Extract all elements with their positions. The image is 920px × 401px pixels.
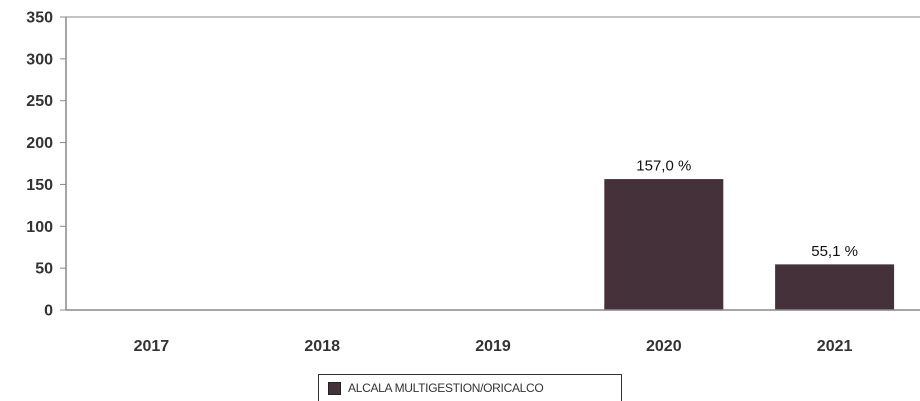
data-labels: 157,0 % 55,1 %: [636, 158, 858, 260]
x-tick-label-2021: 2021: [817, 338, 853, 355]
y-tick-label: 200: [26, 135, 53, 152]
data-label-2020: 157,0 %: [636, 158, 691, 175]
bar-2020: [603, 178, 725, 311]
y-tick-label: 300: [26, 51, 53, 68]
x-axis-labels: 2017 2018 2019 2020 2021: [134, 338, 853, 355]
bars: [603, 178, 896, 311]
bar-2021: [774, 263, 896, 311]
y-axis-ticks: 0 50 100 150 200 250 300 350: [26, 10, 66, 320]
y-tick-label: 250: [26, 93, 53, 110]
axes: [65, 16, 920, 311]
x-tick-label-2019: 2019: [475, 338, 511, 355]
legend: ALCALA MULTIGESTION/ORICALCO: [318, 374, 622, 401]
legend-swatch: [328, 381, 341, 395]
legend-label: ALCALA MULTIGESTION/ORICALCO: [348, 381, 544, 395]
x-tick-label-2018: 2018: [304, 338, 340, 355]
y-tick-label: 50: [35, 261, 53, 278]
y-tick-label: 100: [26, 219, 53, 236]
y-tick-label: 150: [26, 177, 53, 194]
y-tick-label: 0: [44, 303, 53, 320]
y-tick-label: 350: [26, 10, 53, 27]
x-tick-label-2017: 2017: [134, 338, 170, 355]
x-tick-label-2020: 2020: [646, 338, 682, 355]
data-label-2021: 55,1 %: [811, 243, 858, 260]
